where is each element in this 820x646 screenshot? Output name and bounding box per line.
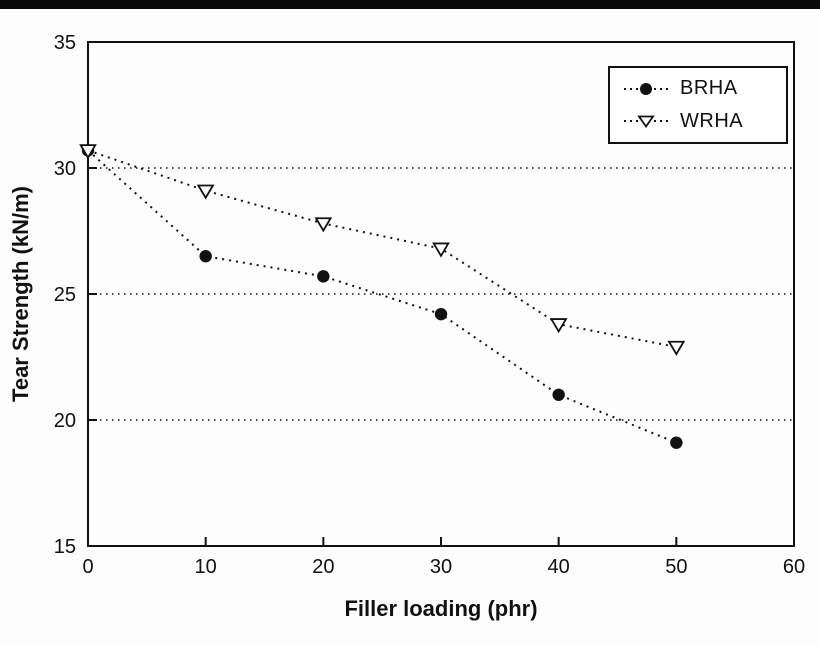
data-point-brha-30: [434, 307, 448, 321]
x-axis-title: Filler loading (phr): [344, 596, 537, 621]
x-tick-label-0: 0: [82, 556, 93, 578]
y-axis-title: Tear Strength (kN/m): [8, 186, 33, 402]
y-tick-label-15: 15: [54, 536, 76, 558]
legend: BRHA WRHA: [608, 66, 788, 144]
data-point-brha-50: [670, 436, 683, 449]
y-tick-label-35: 35: [54, 32, 76, 54]
y-tick-label-30: 30: [54, 158, 76, 180]
data-point-wrha-50: [667, 340, 686, 356]
data-point-wrha-20: [314, 217, 333, 233]
data-point-brha-40: [552, 388, 565, 401]
x-tick-label-40: 40: [548, 556, 570, 578]
data-point-wrha-0: [79, 144, 97, 160]
plot-area: 0 10 20 30 40 50 60 15 20 25 30 35: [54, 32, 805, 578]
legend-label-brha: BRHA: [680, 77, 738, 100]
x-tick-label-10: 10: [195, 556, 217, 578]
y-tick-label-25: 25: [54, 284, 76, 306]
series-line-brha: [87, 149, 677, 444]
y-tick-label-20: 20: [54, 410, 76, 432]
data-point-wrha-40: [549, 318, 568, 334]
x-tick-label-20: 20: [312, 556, 334, 578]
legend-item-wrha: WRHA: [610, 110, 786, 133]
brha-filled-circle-icon: [624, 82, 668, 95]
data-point-wrha-10: [196, 184, 215, 200]
legend-item-brha: BRHA: [610, 77, 786, 100]
legend-label-wrha: WRHA: [680, 109, 744, 132]
series-line-wrha: [87, 149, 677, 348]
data-point-brha-20: [317, 270, 330, 283]
data-point-wrha-30: [432, 242, 450, 258]
x-tick-label-50: 50: [665, 556, 687, 578]
x-tick-label-30: 30: [430, 556, 452, 578]
wrha-open-triangle-icon: [624, 115, 668, 129]
scan-top-border: [0, 0, 820, 9]
x-tick-label-60: 60: [783, 556, 805, 578]
data-point-brha-10: [199, 250, 212, 263]
